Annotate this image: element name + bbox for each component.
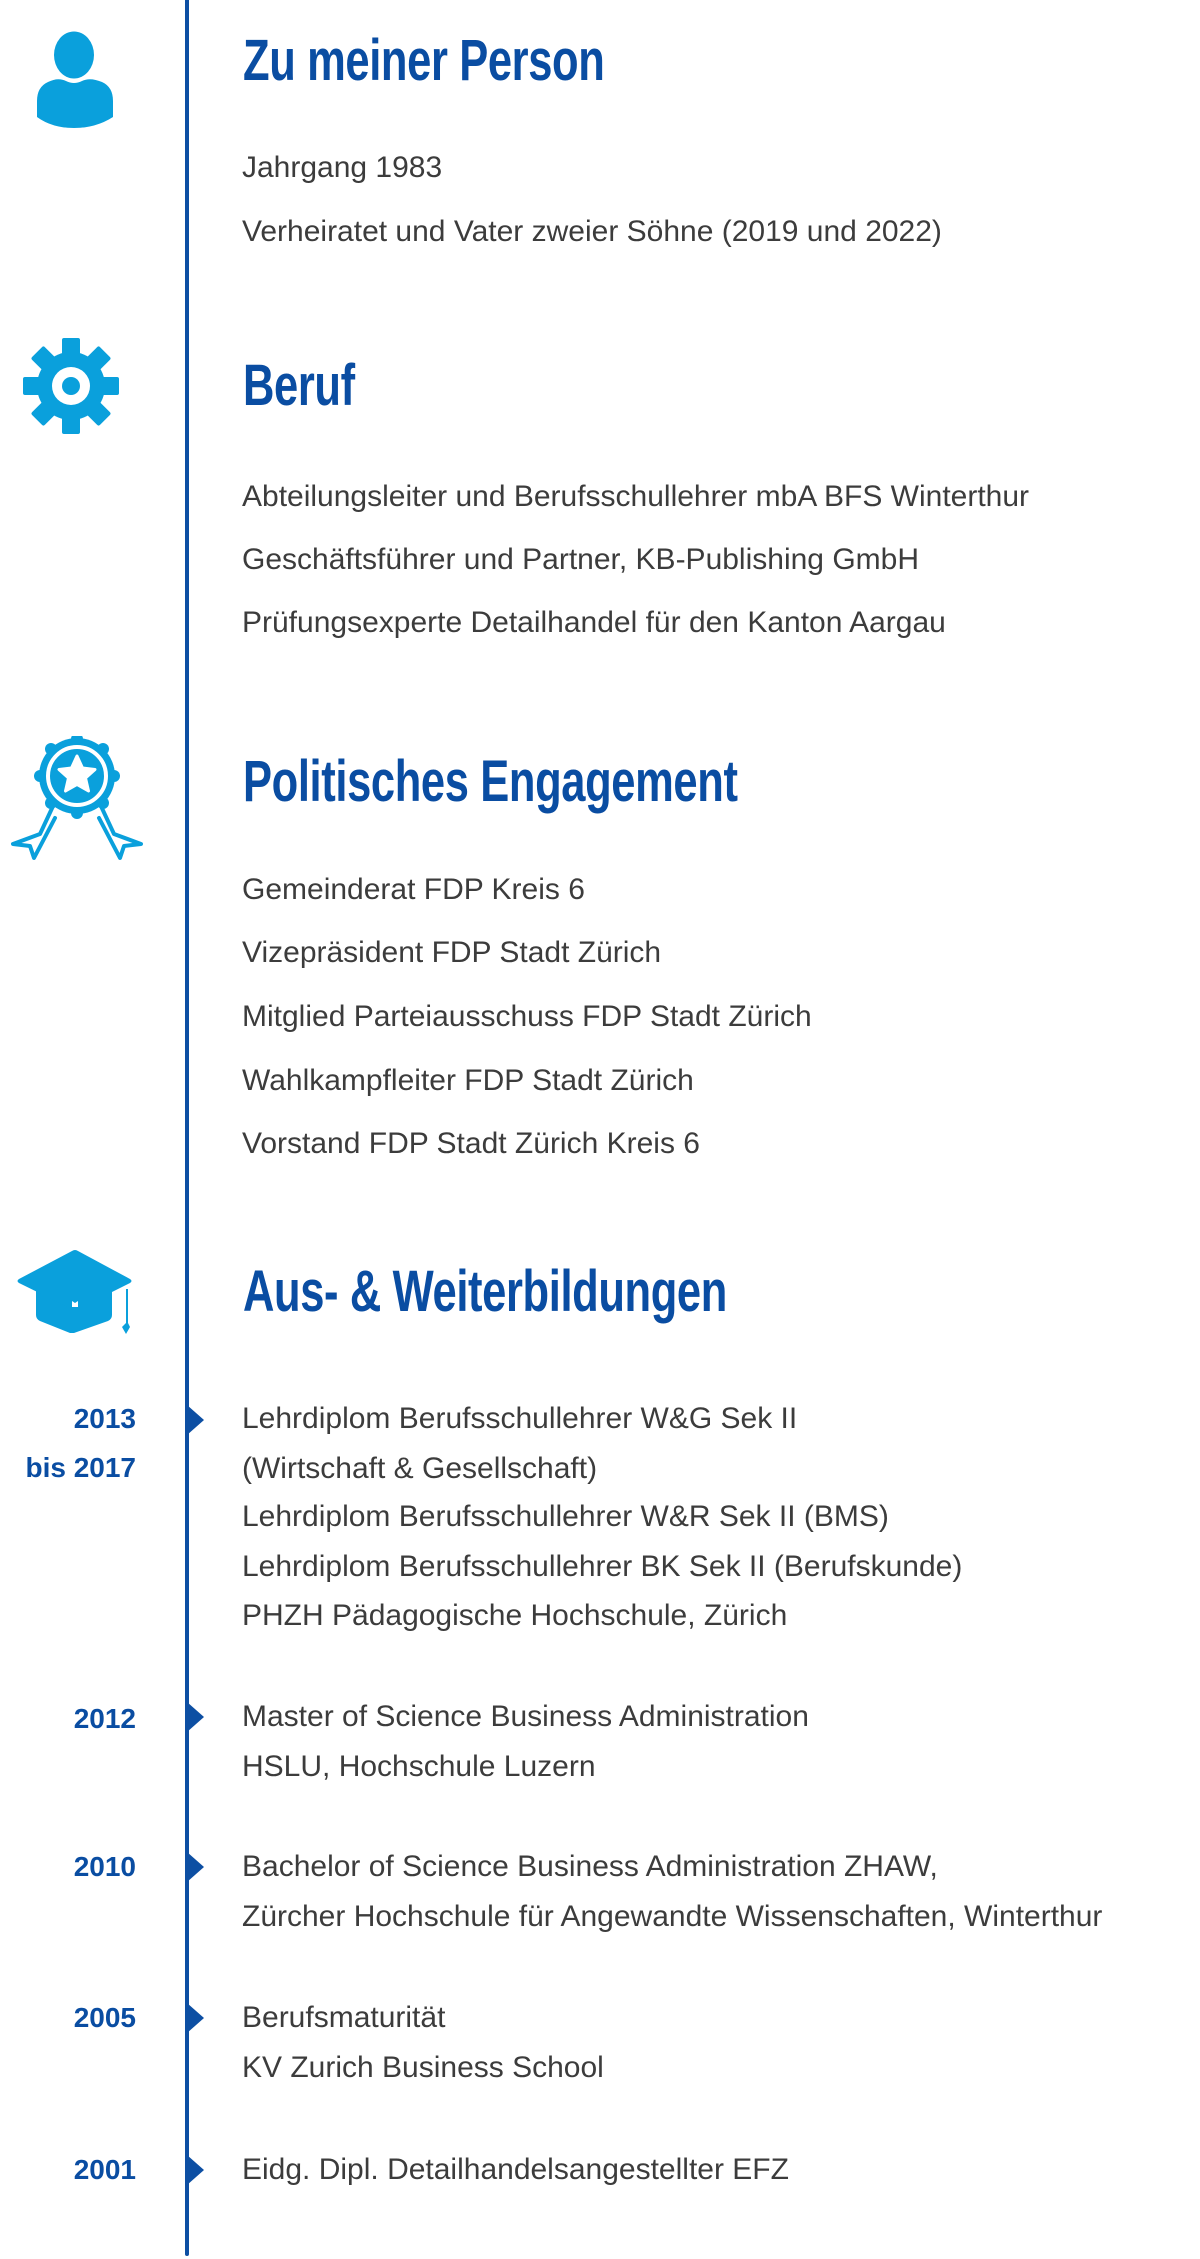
section-title: Zu meiner Person	[243, 28, 605, 93]
info-line: Verheiratet und Vater zweier Söhne (2019…	[242, 215, 942, 248]
gear-icon	[23, 338, 119, 434]
info-line: Jahrgang 1983	[242, 151, 443, 184]
entry-line: (Wirtschaft & Gesellschaft)	[242, 1452, 598, 1485]
section-title: Beruf	[243, 353, 355, 418]
info-line: Vorstand FDP Stadt Zürich Kreis 6	[242, 1127, 700, 1160]
info-line: Gemeinderat FDP Kreis 6	[242, 873, 585, 906]
entry-year: 2012	[73, 1703, 136, 1734]
entry-line: Lehrdiplom Berufsschullehrer BK Sek II (…	[242, 1550, 963, 1583]
entry-year: 2010	[73, 1851, 136, 1882]
timeline-marker	[187, 2155, 204, 2185]
entry-line: Lehrdiplom Berufsschullehrer W&R Sek II …	[242, 1500, 889, 1533]
entry-year: 2013	[73, 1403, 136, 1434]
entry-year: 2005	[73, 2002, 136, 2033]
info-line: Abteilungsleiter und Berufsschullehrer m…	[242, 480, 1030, 513]
info-line: Mitglied Parteiausschuss FDP Stadt Züric…	[242, 1000, 812, 1033]
graduation-cap-icon	[17, 1250, 132, 1334]
info-line: Wahlkampfleiter FDP Stadt Zürich	[242, 1064, 694, 1097]
entry-line: Master of Science Business Administratio…	[242, 1700, 809, 1733]
section-title: Aus- & Weiterbildungen	[243, 1259, 727, 1324]
timeline-marker	[187, 1405, 204, 1435]
entry-line: Berufsmaturität	[242, 2001, 446, 2034]
entry-line: HSLU, Hochschule Luzern	[242, 1750, 596, 1783]
award-rosette-icon	[11, 736, 143, 860]
entry-line: KV Zurich Business School	[242, 2051, 604, 2084]
entry-year: 2001	[73, 2154, 136, 2185]
timeline-marker	[187, 2003, 204, 2033]
info-line: Prüfungsexperte Detailhandel für den Kan…	[242, 606, 946, 639]
person-icon	[37, 31, 113, 128]
timeline-marker	[187, 1852, 204, 1882]
entry-line: Bachelor of Science Business Administrat…	[242, 1850, 938, 1883]
entry-line: PHZH Pädagogische Hochschule, Zürich	[242, 1599, 788, 1632]
entry-line: Lehrdiplom Berufsschullehrer W&G Sek II	[242, 1402, 798, 1435]
info-line: Geschäftsführer und Partner, KB-Publishi…	[242, 543, 919, 576]
entry-line: Zürcher Hochschule für Angewandte Wissen…	[242, 1900, 1103, 1933]
timeline-line	[185, 0, 189, 2256]
section-title: Politisches Engagement	[243, 749, 738, 814]
timeline-marker	[187, 1702, 204, 1732]
entry-year: bis 2017	[25, 1452, 136, 1483]
info-line: Vizepräsident FDP Stadt Zürich	[242, 936, 662, 969]
entry-line: Eidg. Dipl. Detailhandelsangestellter EF…	[242, 2153, 789, 2186]
